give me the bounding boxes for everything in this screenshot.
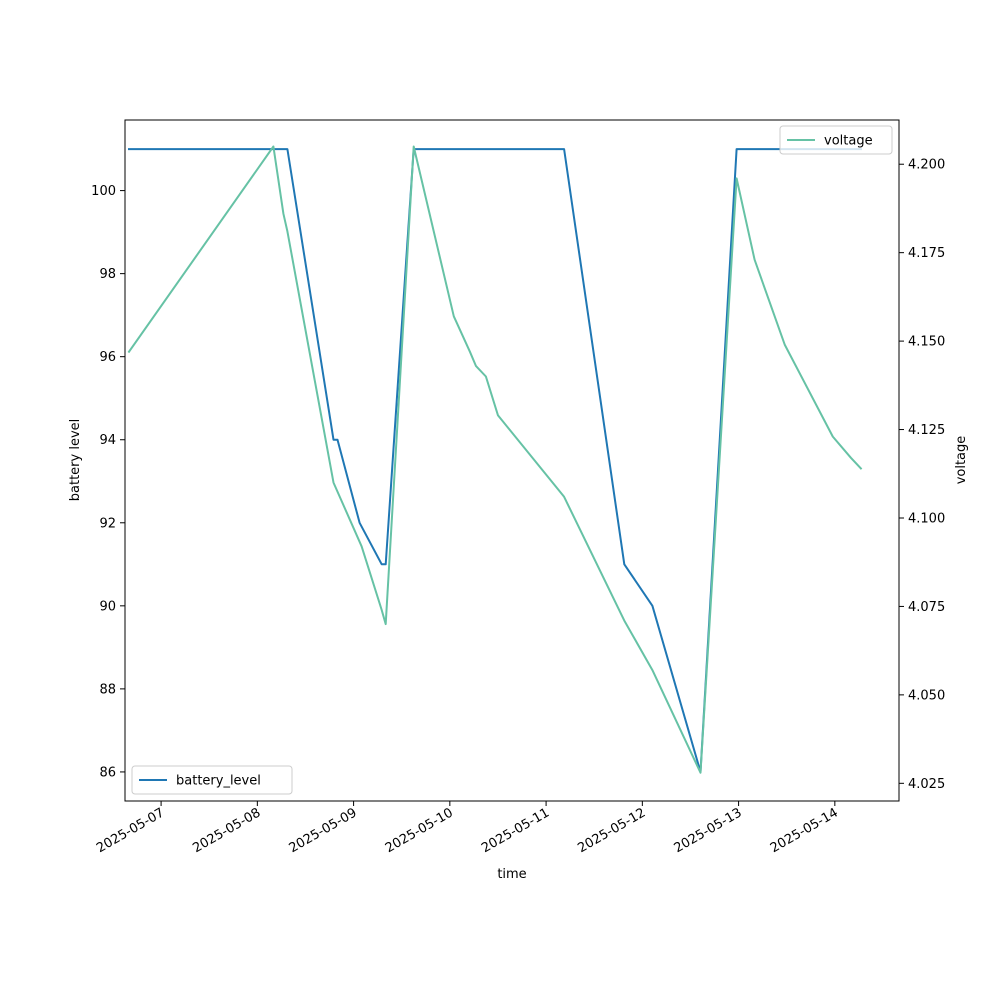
y-right-tick-label: 4.150 — [908, 335, 945, 350]
y-right-tick-label: 4.050 — [908, 688, 945, 703]
legends: battery_level voltage — [131, 125, 893, 795]
x-axis-title: time — [497, 867, 526, 882]
y-left-tick-label: 90 — [99, 599, 116, 614]
legend-voltage: voltage — [779, 125, 893, 155]
plot-area — [127, 145, 863, 774]
y-left-tick-label: 98 — [99, 267, 116, 282]
x-tick-label: 2025-05-14 — [768, 805, 841, 856]
y-right-tick-label: 4.125 — [908, 423, 945, 438]
x-tick-label: 2025-05-07 — [94, 805, 167, 856]
legend-box — [779, 125, 893, 155]
y-axis-right-title: voltage — [954, 436, 969, 485]
series-line-battery-level — [128, 148, 862, 773]
y-left-tick-label: 94 — [99, 433, 116, 448]
plot-frame — [124, 119, 900, 802]
x-tick-label: 2025-05-08 — [190, 805, 263, 856]
y-left-tick-label: 88 — [99, 682, 116, 697]
y-left-tick-label: 100 — [91, 184, 116, 199]
x-tick-label: 2025-05-09 — [287, 805, 360, 856]
y-right-tick-label: 4.025 — [908, 777, 945, 792]
x-tick-label: 2025-05-13 — [672, 805, 745, 856]
legend-battery-level: battery_level — [131, 765, 293, 795]
y-right-tick-label: 4.200 — [908, 158, 945, 173]
x-tick-label: 2025-05-12 — [575, 805, 648, 856]
y-right-tick-label: 4.175 — [908, 246, 945, 261]
y-right-tick-label: 4.100 — [908, 511, 945, 526]
legend-label: voltage — [824, 134, 873, 149]
y-left-tick-label: 96 — [99, 350, 116, 365]
x-tick-label: 2025-05-11 — [479, 805, 552, 856]
legend-label: battery_level — [176, 774, 261, 789]
x-tick-label: 2025-05-10 — [383, 805, 456, 856]
y-left-tick-label: 92 — [99, 516, 116, 531]
y-left-tick-label: 86 — [99, 765, 116, 780]
legend-box — [131, 765, 293, 795]
y-axis-left-title: battery level — [68, 419, 83, 502]
axes: 2025-05-07 2025-05-08 2025-05-09 2025-05-10… — [91, 119, 945, 856]
y-right-tick-label: 4.075 — [908, 600, 945, 615]
series-line-voltage — [127, 145, 863, 774]
